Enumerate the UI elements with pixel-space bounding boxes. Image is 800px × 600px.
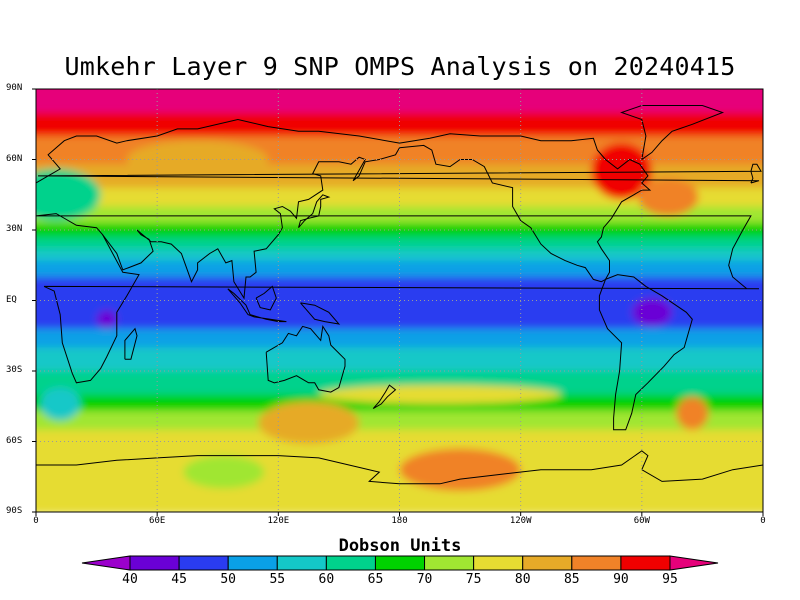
ozone-anomaly: [258, 401, 360, 444]
latitude-label: EQ: [6, 294, 17, 305]
latitude-label: 90S: [6, 506, 23, 516]
ozone-band: [36, 237, 763, 251]
colorbar: [81, 555, 719, 571]
japan-coast: [298, 194, 331, 229]
ozone-anomaly: [126, 140, 269, 179]
colorbar-level-label: 80: [514, 572, 531, 587]
coastlines: [36, 105, 763, 485]
ozone-band: [36, 89, 763, 115]
colorbar-swatch: [424, 555, 475, 571]
colorbar-title: Dobson Units: [338, 536, 462, 556]
new-guinea-coast: [300, 302, 341, 325]
colorbar-level-label: 45: [171, 572, 187, 587]
colorbar-swatch: [178, 555, 229, 571]
colorbar-swatch: [571, 555, 622, 571]
colorbar-swatch: [374, 555, 426, 571]
ozone-band: [36, 347, 763, 373]
colorbar-level-label: 65: [367, 572, 384, 587]
ozone-band: [36, 248, 763, 263]
ozone-anomaly: [399, 448, 521, 491]
latitude-label: 90N: [6, 83, 23, 93]
ozone-band: [36, 328, 763, 350]
axis-ticks: [32, 88, 764, 516]
indonesia-coast: [227, 288, 287, 323]
longitude-label: 60W: [633, 516, 650, 526]
ozone-anomaly: [637, 178, 699, 216]
longitude-label: 0: [33, 516, 39, 526]
colorbar-level-label: 75: [465, 572, 482, 587]
ozone-band: [36, 394, 763, 413]
north-america-coast: [399, 133, 652, 283]
australia-coast: [265, 325, 346, 393]
longitude-label: 180: [391, 516, 408, 526]
borneo-coast: [255, 285, 277, 311]
longitude-label: 120E: [267, 516, 290, 526]
longitude-label: 60E: [149, 516, 166, 526]
grid-lines: [36, 89, 763, 512]
colorbar-level-label: 55: [269, 572, 286, 587]
ozone-band: [36, 429, 763, 512]
europe-africa-coast: [36, 118, 400, 184]
ozone-anomaly: [96, 309, 117, 329]
colorbar-level-label: 50: [220, 572, 236, 587]
colorbar-swatch: [522, 555, 573, 571]
ozone-anomaly: [40, 387, 81, 421]
ozone-anomaly: [676, 396, 709, 430]
colorbar-level-label: 70: [416, 572, 433, 587]
colorbar-swatch: [129, 555, 180, 571]
ozone-band: [36, 187, 763, 209]
colorbar-level-label: 60: [318, 572, 335, 587]
ozone-anomaly: [36, 168, 101, 221]
colorbar-max-arrow: [669, 555, 719, 571]
ozone-anomaly: [591, 143, 652, 200]
colorbar-level-label: 95: [662, 572, 678, 587]
latitude-label: 30S: [6, 365, 23, 375]
ozone-anomaly: [318, 385, 562, 404]
colorbar-swatch: [227, 555, 278, 571]
map-title: Umkehr Layer 9 SNP OMPS Analysis on 2024…: [64, 52, 736, 81]
colorbar-level-label: 90: [613, 572, 629, 587]
colorbar-swatch: [620, 555, 671, 571]
colorbar-level-label: 85: [563, 572, 580, 587]
madagascar-coast: [124, 327, 138, 360]
ozone-band: [36, 222, 763, 240]
south-america-coast: [598, 274, 693, 431]
latitude-label: 60S: [6, 435, 23, 446]
colorbar-swatch: [276, 555, 327, 571]
colorbar-swatch: [473, 555, 524, 571]
colorbar-min-arrow: [81, 555, 131, 571]
colorbar-level-label: 40: [122, 572, 138, 587]
new-zealand-coast: [372, 384, 397, 410]
longitude-label: 0: [760, 516, 766, 526]
arabia-india-coast: [102, 147, 400, 300]
ozone-anomaly: [183, 455, 265, 489]
greenland-coast: [620, 105, 725, 160]
longitude-label: 120W: [509, 516, 532, 526]
latitude-label: 60N: [6, 153, 23, 164]
colorbar-swatch: [325, 555, 376, 571]
africa-coast: [36, 213, 760, 384]
uk-coast: [37, 163, 762, 184]
ozone-anomaly: [631, 298, 673, 327]
latitude-label: 30N: [6, 224, 23, 234]
